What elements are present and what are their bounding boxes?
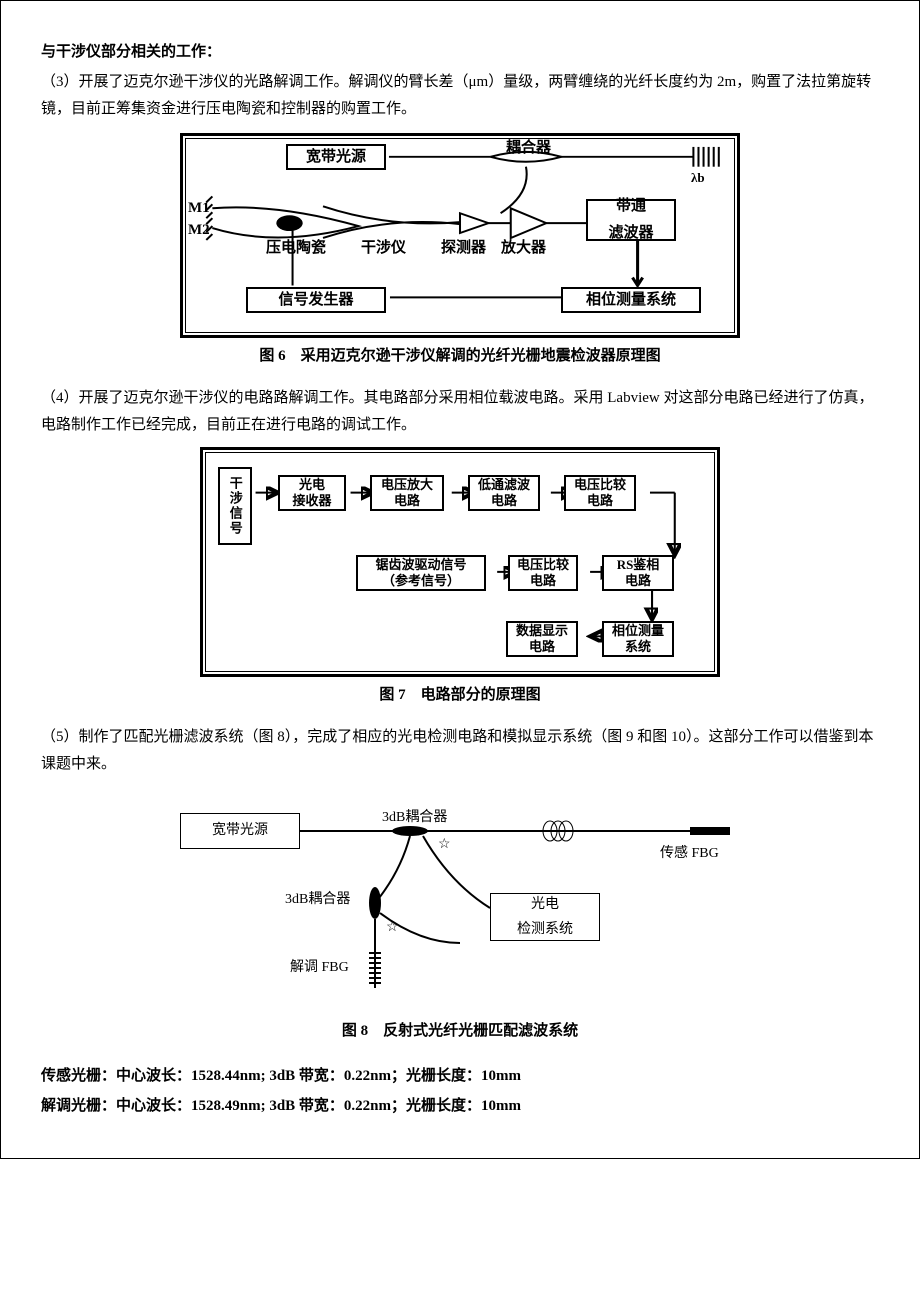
svg-text:☆: ☆ bbox=[438, 837, 451, 852]
fig7-volt-cmp2: 电压比较 电路 bbox=[508, 555, 578, 591]
fig8-coupler2: 3dB耦合器 bbox=[285, 887, 350, 912]
fig6-caption: 图 6 采用迈克尔逊干涉仪解调的光纤光栅地震检波器原理图 bbox=[41, 343, 879, 370]
para-3: （3）开展了迈克尔逊干涉仪的光路解调工作。解调仪的臂长差（μm）量级，两臂缠绕的… bbox=[41, 69, 879, 123]
fig8-pd-sys: 光电 检测系统 bbox=[490, 893, 600, 941]
fig7-volt-amp: 电压放大 电路 bbox=[370, 475, 444, 511]
section-title: 与干涉仪部分相关的工作： bbox=[41, 39, 879, 66]
fig8-caption: 图 8 反射式光纤光栅匹配滤波系统 bbox=[41, 1018, 879, 1045]
fig6-amplifier: 放大器 bbox=[501, 235, 546, 262]
fig8-sense-fbg: 传感 FBG bbox=[660, 841, 719, 866]
fig6-pzt: 压电陶瓷 bbox=[266, 235, 326, 262]
fig6-detector: 探测器 bbox=[441, 235, 486, 262]
fig7-volt-cmp1: 电压比较 电路 bbox=[564, 475, 636, 511]
fig8-coupler1: 3dB耦合器 bbox=[382, 805, 447, 830]
fig7-photodetector: 光电 接收器 bbox=[278, 475, 346, 511]
fig6-m2: M2 bbox=[188, 217, 210, 244]
fig6-interferometer: 干涉仪 bbox=[361, 235, 406, 262]
fig7-interf-signal: 干涉信号 bbox=[218, 467, 252, 545]
fig7-sawtooth: 锯齿波驱动信号 （参考信号） bbox=[356, 555, 486, 591]
fig6-phase: 相位测量系统 bbox=[561, 287, 701, 313]
fig6-source: 宽带光源 bbox=[286, 144, 386, 170]
fig7-rs-phase: RS鉴相 电路 bbox=[602, 555, 674, 591]
para-5: （5）制作了匹配光栅滤波系统（图 8），完成了相应的光电检测电路和模拟显示系统（… bbox=[41, 724, 879, 778]
fig8-source: 宽带光源 bbox=[180, 813, 300, 849]
fig6-siggen: 信号发生器 bbox=[246, 287, 386, 313]
fig8-demod-fbg: 解调 FBG bbox=[290, 955, 349, 980]
fig7-phase-meas: 相位测量 系统 bbox=[602, 621, 674, 657]
fig6-bandpass: 带通 滤波器 bbox=[586, 199, 676, 241]
fig6-coupler-label: 耦合器 bbox=[506, 135, 551, 162]
figure-6: 宽带光源 耦合器 λb M1 M2 压电陶瓷 干涉仪 探测器 放大器 带通 滤波… bbox=[180, 133, 740, 338]
para-4: （4）开展了迈克尔逊干涉仪的电路路解调工作。其电路部分采用相位载波电路。采用 L… bbox=[41, 385, 879, 439]
fig7-caption: 图 7 电路部分的原理图 bbox=[41, 682, 879, 709]
fig7-data-disp: 数据显示 电路 bbox=[506, 621, 578, 657]
spec-demod: 解调光栅：中心波长：1528.49nm; 3dB 带宽：0.22nm；光栅长度：… bbox=[41, 1093, 879, 1120]
figure-8: ☆ ☆ 宽带光源 3dB耦合器 传感 FBG 3dB耦合器 光电 检测系统 解调… bbox=[160, 803, 760, 1013]
svg-text:☆: ☆ bbox=[386, 920, 399, 935]
figure-7: 干涉信号 光电 接收器 电压放大 电路 低通滤波 电路 电压比较 电路 锯齿波驱… bbox=[200, 447, 720, 677]
fig7-lowpass: 低通滤波 电路 bbox=[468, 475, 540, 511]
spec-sense: 传感光栅：中心波长：1528.44nm; 3dB 带宽：0.22nm；光栅长度：… bbox=[41, 1063, 879, 1090]
fig6-lambda: λb bbox=[691, 166, 705, 189]
